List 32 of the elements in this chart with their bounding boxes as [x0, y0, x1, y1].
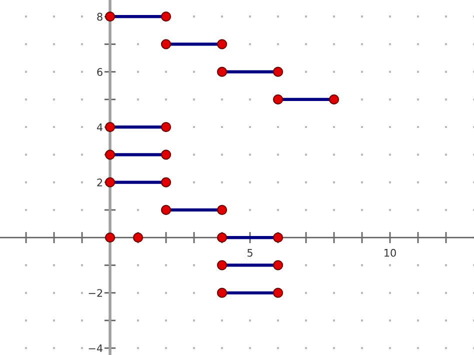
point	[216, 260, 228, 270]
point	[328, 94, 340, 105]
y-tick-label: −2	[88, 289, 102, 297]
point	[272, 232, 284, 243]
point	[160, 122, 172, 132]
x-tick-label: 5	[248, 249, 252, 257]
point	[132, 232, 144, 243]
point	[160, 177, 172, 188]
point	[104, 232, 116, 243]
point	[272, 94, 284, 105]
point	[104, 150, 116, 160]
y-tick-label: 6	[97, 68, 102, 76]
y-tick-label: 8	[97, 12, 102, 21]
point	[272, 288, 284, 298]
point	[216, 66, 228, 77]
point	[160, 204, 172, 216]
y-tick-label: 2	[97, 178, 102, 186]
x-tick-label: 10	[384, 248, 396, 257]
point	[272, 260, 284, 270]
y-tick-label: 4	[96, 123, 102, 132]
point	[216, 288, 228, 298]
point	[216, 204, 228, 216]
point	[216, 39, 228, 50]
point	[104, 122, 116, 132]
point	[160, 150, 172, 160]
point	[104, 177, 116, 188]
point	[216, 232, 228, 243]
point	[160, 12, 172, 22]
point	[104, 12, 116, 22]
y-tick-label: −4	[88, 344, 102, 352]
point	[160, 39, 172, 50]
point	[272, 66, 284, 77]
